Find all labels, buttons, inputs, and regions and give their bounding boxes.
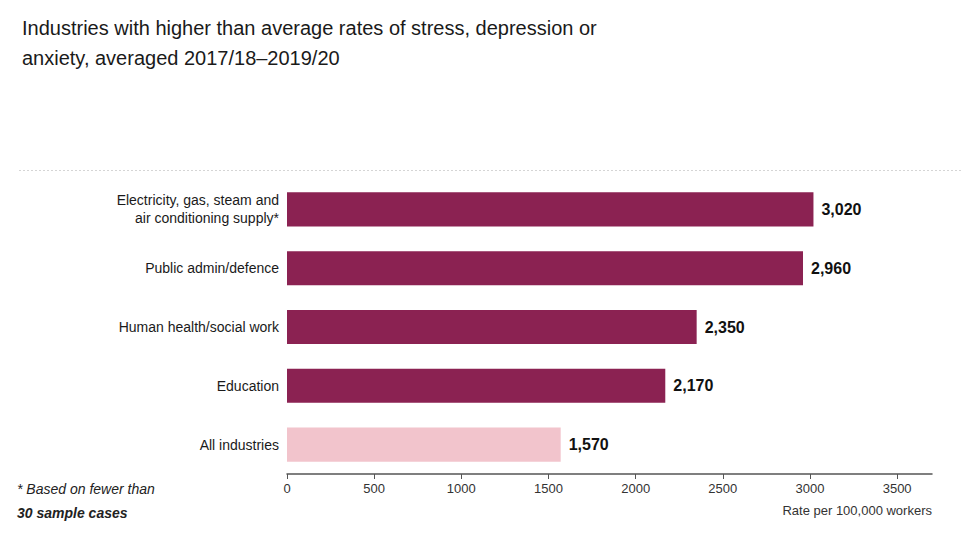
svg-text:2,350: 2,350 bbox=[705, 319, 745, 336]
svg-text:Rate per 100,000 workers: Rate per 100,000 workers bbox=[782, 503, 932, 518]
svg-text:Industries with higher than av: Industries with higher than average rate… bbox=[22, 17, 597, 39]
svg-text:Public admin/defence: Public admin/defence bbox=[145, 260, 279, 276]
svg-text:Human health/social work: Human health/social work bbox=[119, 319, 280, 335]
svg-text:2500: 2500 bbox=[708, 481, 737, 496]
svg-text:500: 500 bbox=[363, 481, 385, 496]
svg-text:3000: 3000 bbox=[796, 481, 825, 496]
svg-text:All industries: All industries bbox=[200, 437, 279, 453]
svg-text:0: 0 bbox=[283, 481, 290, 496]
svg-text:2,170: 2,170 bbox=[673, 377, 713, 394]
svg-text:Electricity, gas, steam and: Electricity, gas, steam and bbox=[117, 192, 279, 208]
svg-text:2000: 2000 bbox=[621, 481, 650, 496]
svg-text:1000: 1000 bbox=[447, 481, 476, 496]
svg-text:* Based on fewer than: * Based on fewer than bbox=[17, 481, 155, 497]
svg-text:Education: Education bbox=[217, 378, 279, 394]
svg-text:3500: 3500 bbox=[883, 481, 912, 496]
svg-text:30 sample cases: 30 sample cases bbox=[17, 505, 128, 521]
svg-text:anxiety, averaged 2017/18–2019: anxiety, averaged 2017/18–2019/20 bbox=[22, 47, 340, 69]
svg-text:1500: 1500 bbox=[534, 481, 563, 496]
svg-text:3,020: 3,020 bbox=[821, 201, 861, 218]
svg-text:2,960: 2,960 bbox=[811, 260, 851, 277]
svg-text:1,570: 1,570 bbox=[569, 436, 609, 453]
svg-text:air conditioning supply*: air conditioning supply* bbox=[135, 210, 280, 226]
